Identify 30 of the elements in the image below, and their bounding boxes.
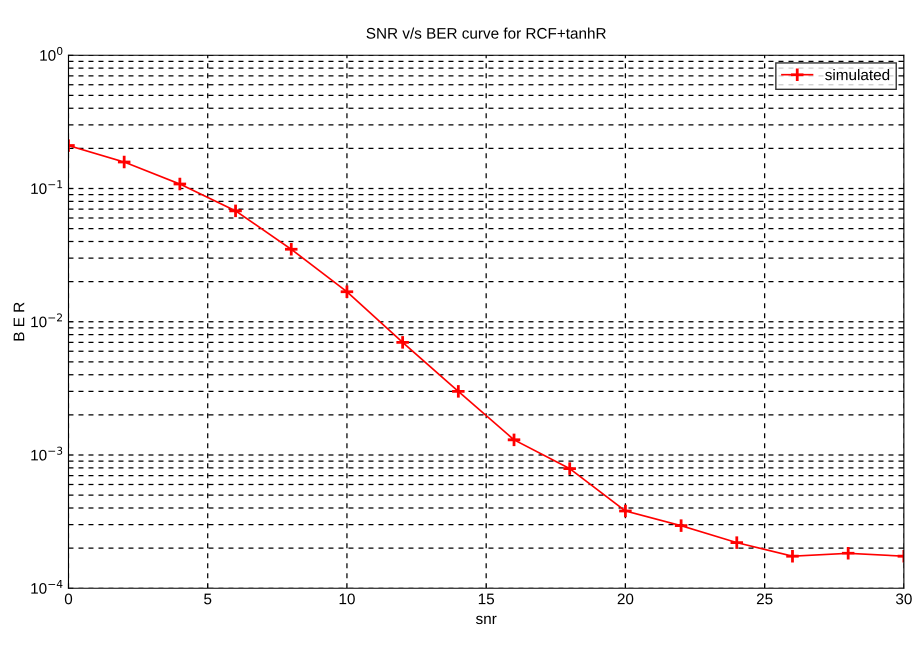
point bbox=[618, 503, 634, 519]
y-tick-label: 10$^{−4}$ bbox=[31, 580, 62, 594]
chart-title: SNR v/s BER curve for RCF+tanhR bbox=[366, 28, 606, 39]
x-tick-label: 25 bbox=[756, 594, 772, 604]
y-tick-label: 10$^{−1}$ bbox=[31, 180, 62, 194]
point bbox=[284, 242, 299, 257]
point bbox=[673, 518, 689, 534]
point bbox=[394, 334, 410, 350]
point bbox=[450, 384, 466, 400]
point bbox=[562, 461, 578, 476]
x-tick-label: 30 bbox=[896, 594, 912, 604]
y-tick-label: 10$^{−2}$ bbox=[31, 313, 62, 328]
x-tick-label: 0 bbox=[64, 594, 72, 604]
legend-label: simulated bbox=[825, 69, 890, 80]
point bbox=[784, 548, 800, 564]
point bbox=[729, 534, 744, 550]
x-tick-label: 15 bbox=[478, 594, 494, 604]
point bbox=[339, 284, 355, 300]
x-axis-title: snr bbox=[476, 616, 497, 624]
point bbox=[116, 154, 132, 170]
x-tick-label: 20 bbox=[618, 594, 634, 604]
point bbox=[172, 176, 188, 192]
point bbox=[506, 432, 522, 448]
x-tick-label: 5 bbox=[204, 594, 212, 604]
point bbox=[840, 546, 856, 561]
y-tick-label: 10$^{0}$ bbox=[40, 46, 62, 61]
x-tick-label: 10 bbox=[340, 594, 355, 604]
y-tick-label: 10$^{−3}$ bbox=[31, 446, 62, 461]
point bbox=[228, 203, 244, 218]
y-axis-title: B E R bbox=[14, 302, 24, 340]
